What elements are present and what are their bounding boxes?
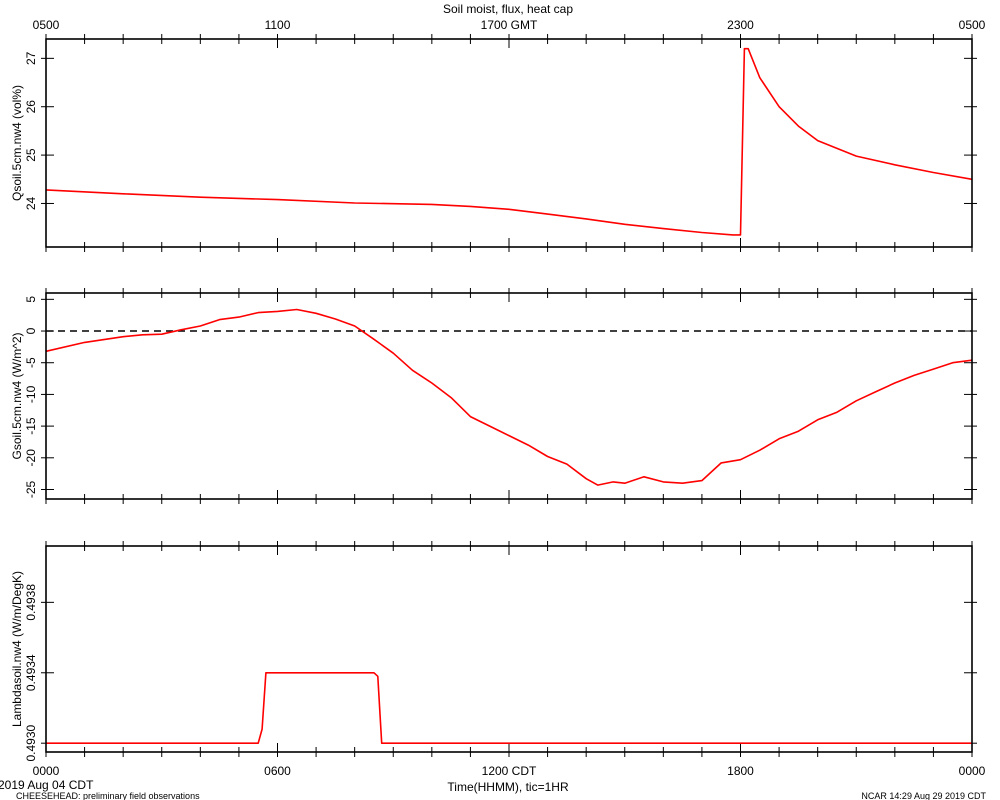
- top-axis-ticks: 0500 1100 1700 GMT 2300 0500: [33, 18, 986, 32]
- y-tick-label: -15: [24, 417, 38, 435]
- y-tick-label: 24: [24, 196, 38, 210]
- series-line: [45, 308, 973, 486]
- chart-title: Soil moist, flux, heat cap: [443, 2, 573, 16]
- y-tick-label: -10: [24, 385, 38, 403]
- y-tick-label: 0: [24, 327, 38, 334]
- panel-frame: [45, 38, 973, 248]
- y-tick-label: -20: [24, 449, 38, 467]
- date-label: 2019 Aug 04 CDT: [0, 778, 94, 792]
- footer-left-note: CHEESEHEAD: preliminary field observatio…: [16, 791, 200, 800]
- top-tick-label: 2300: [727, 18, 754, 32]
- bottom-tick-label: 0000: [959, 764, 986, 778]
- bottom-tick-label: 0000: [33, 764, 60, 778]
- y-tick-label: 25: [24, 148, 38, 162]
- panels: 24 25 26 27 Qsoil.5cm.nw4 (vol%) 5 0 -5 -10 -15 -2…: [10, 34, 977, 762]
- top-tick-label: 1100: [265, 18, 291, 32]
- bottom-tick-label: 1800: [727, 764, 754, 778]
- y-tick-label: -25: [24, 480, 38, 498]
- series-line: [46, 672, 972, 744]
- footer-right-note: NCAR 14:29 Aug 29 2019 CDT: [861, 791, 986, 800]
- y-tick-label: 0.4934: [24, 654, 38, 691]
- panel-2: 5 0 -5 -10 -15 -20 -25 Gsoil.5cm.nw4 (W/m^2): [10, 288, 977, 504]
- panel-frame: [45, 545, 973, 753]
- bottom-axis-ticks: 0000 0600 1200 CDT 1800 0000: [33, 764, 986, 778]
- x-axis-title: Time(HHMM), tic=1HR: [447, 780, 569, 794]
- series-line: [45, 47, 973, 236]
- y-tick-label: -5: [24, 357, 38, 368]
- y-tick-label: 26: [24, 100, 38, 114]
- y-tick-label: 0.4938: [24, 584, 38, 621]
- y-axis-title: Qsoil.5cm.nw4 (vol%): [10, 85, 24, 201]
- y-axis-title: Gsoil.5cm.nw4 (W/m^2): [10, 333, 24, 460]
- y-tick-label: 27: [24, 51, 38, 65]
- y-axis-title: Lambdasoil.nw4 (W/m/DegK): [10, 571, 24, 727]
- y-tick-label: 0.4930: [24, 725, 38, 762]
- panel-1: 24 25 26 27 Qsoil.5cm.nw4 (vol%): [10, 34, 977, 252]
- top-tick-label: 0500: [959, 18, 986, 32]
- top-tick-label: 1700 GMT: [481, 18, 538, 32]
- y-tick-label: 5: [24, 296, 38, 303]
- panel-frame: [45, 292, 973, 500]
- bottom-tick-label: 0600: [264, 764, 291, 778]
- bottom-tick-label: 1200 CDT: [482, 764, 537, 778]
- top-tick-label: 0500: [33, 18, 60, 32]
